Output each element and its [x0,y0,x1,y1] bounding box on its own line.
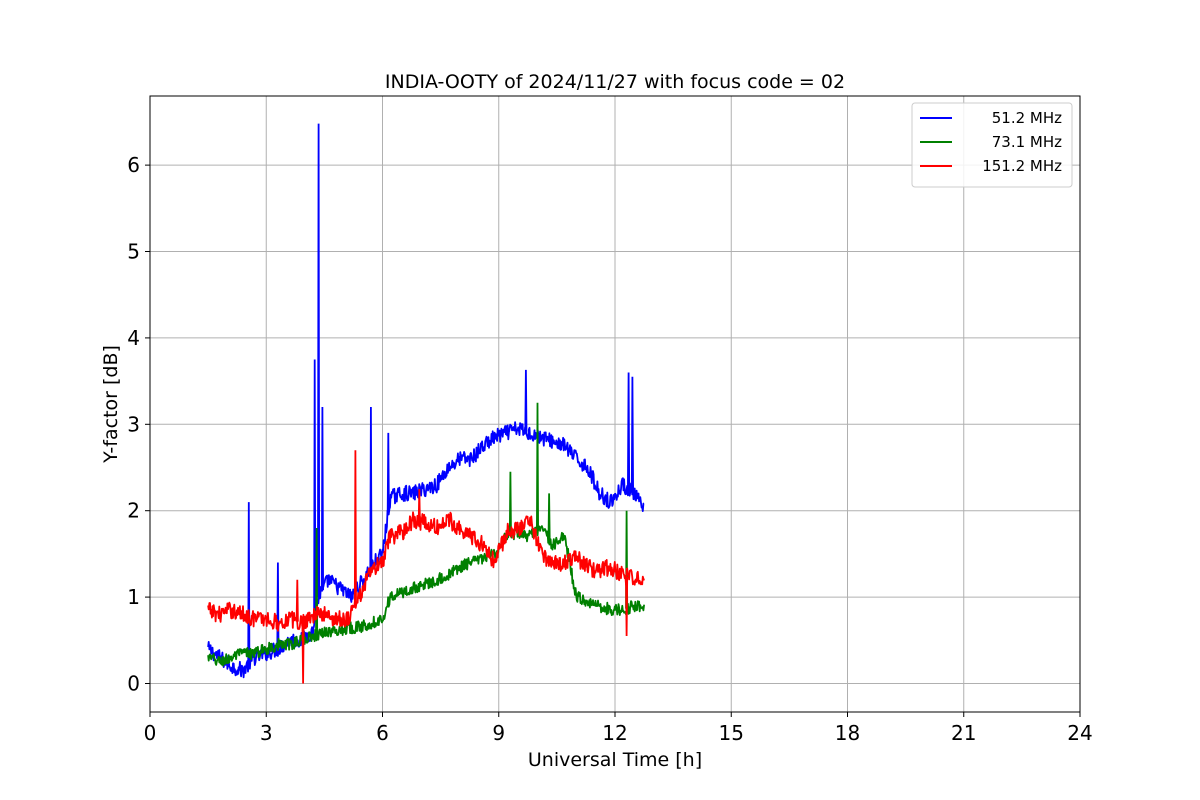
series-line-2 [207,525,645,667]
series-layer [207,123,645,684]
series-line-3 [207,511,645,632]
x-tick-label: 3 [260,721,273,745]
y-tick-label: 4 [127,326,140,350]
y-tick-label: 0 [127,671,140,695]
x-tick-label: 15 [719,721,744,745]
chart-title: INDIA-OOTY of 2024/11/27 with focus code… [385,71,845,93]
series-spike-3 [625,576,629,637]
series-spike-1 [627,372,631,490]
series-spike-3 [353,450,357,605]
series-spike-3 [301,621,305,684]
x-tick-label: 24 [1067,721,1092,745]
series-spike-2 [508,471,512,536]
y-tick-label: 2 [127,499,140,523]
y-axis-label: Y-factor [dB] [100,345,122,464]
series-spike-1 [386,432,390,512]
x-tick-label: 21 [951,721,976,745]
series-spike-3 [295,579,299,622]
legend-label: 151.2 MHz [982,157,1062,175]
legend-label: 51.2 MHz [992,109,1062,127]
series-spike-1 [247,502,251,665]
series-spike-1 [313,359,317,621]
series-spike-1 [320,406,324,591]
series-spike-1 [524,369,528,432]
series-spike-1 [369,406,373,569]
x-axis-label: Universal Time [h] [528,749,702,771]
series-line-1 [207,421,645,679]
series-spike-1 [317,123,321,598]
y-tick-label: 5 [127,240,140,264]
legend-label: 73.1 MHz [992,133,1062,151]
series-spike-3 [417,489,421,522]
series-spike-1 [276,562,280,649]
x-tick-label: 12 [602,721,627,745]
x-tick-label: 0 [144,721,157,745]
y-tick-label: 6 [127,153,140,177]
series-spike-1 [630,376,634,493]
series-spike-2 [547,493,551,540]
x-tick-label: 18 [835,721,860,745]
x-tick-label: 9 [492,721,505,745]
y-tick-label: 3 [127,412,140,436]
series-spike-2 [315,527,319,635]
legend: 51.2 MHz 73.1 MHz 151.2 MHz [911,102,1073,188]
y-tick-label: 1 [127,585,140,609]
series-spike-2 [536,402,539,531]
x-tick-label: 6 [376,721,389,745]
